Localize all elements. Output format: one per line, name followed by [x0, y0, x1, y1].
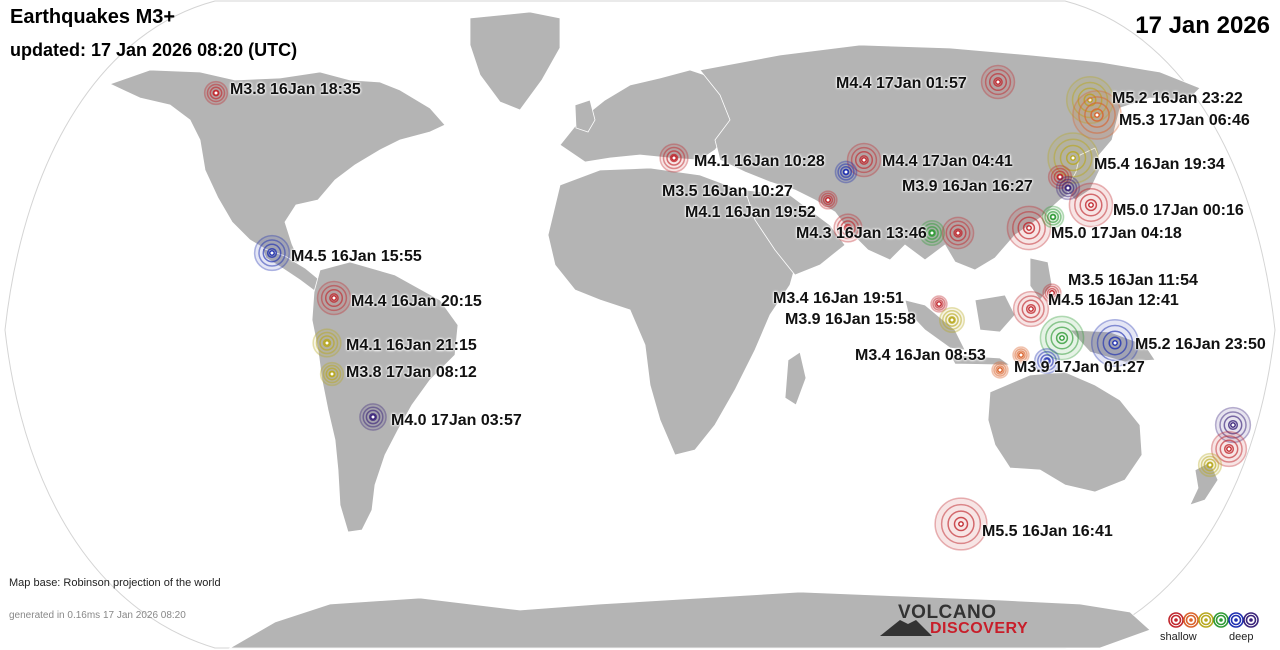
- quake-label: M5.0 17Jan 04:18: [1051, 225, 1182, 242]
- quake-marker[interactable]: [991, 361, 1009, 379]
- madagascar: [784, 351, 807, 406]
- quake-label: M4.1 16Jan 19:52: [685, 204, 816, 221]
- quake-label: M4.1 16Jan 10:28: [694, 153, 825, 170]
- quake-label: M5.0 17Jan 00:16: [1113, 202, 1244, 219]
- quake-marker[interactable]: [319, 361, 345, 387]
- quake-label: M3.5 16Jan 10:27: [662, 183, 793, 200]
- quake-label: M3.5 16Jan 11:54: [1068, 272, 1198, 289]
- quake-label: M4.1 16Jan 21:15: [346, 337, 477, 354]
- quake-label: M4.4 16Jan 20:15: [351, 293, 482, 310]
- quake-marker[interactable]: [846, 142, 882, 178]
- quake-marker[interactable]: [1047, 132, 1099, 184]
- quake-marker[interactable]: [1090, 318, 1140, 368]
- updated-timestamp: updated: 17 Jan 2026 08:20 (UTC): [10, 40, 298, 60]
- quake-marker[interactable]: [1012, 346, 1030, 364]
- quake-label: M4.3 16Jan 13:46: [796, 225, 927, 242]
- quake-marker[interactable]: [1006, 205, 1052, 251]
- quake-marker[interactable]: [818, 190, 838, 210]
- quake-marker[interactable]: [941, 216, 975, 250]
- page-title: Earthquakes M3+: [10, 6, 176, 28]
- quake-marker[interactable]: [1214, 406, 1252, 444]
- greenland: [469, 11, 561, 111]
- quake-marker[interactable]: [1072, 90, 1122, 140]
- legend-swatch: [1168, 612, 1184, 628]
- quake-label: M3.9 17Jan 01:27: [1014, 359, 1145, 376]
- quake-label: M4.0 17Jan 03:57: [391, 412, 522, 429]
- quake-marker[interactable]: [918, 219, 946, 247]
- quake-marker[interactable]: [659, 143, 689, 173]
- volcano-icon: [880, 620, 932, 636]
- quake-marker[interactable]: [834, 160, 858, 184]
- quake-marker[interactable]: [1042, 283, 1062, 303]
- quake-marker[interactable]: [253, 234, 291, 272]
- logo-text-volcano: VOLCANO: [898, 602, 997, 623]
- quake-marker[interactable]: [359, 403, 387, 431]
- quake-label: M3.8 17Jan 08:12: [346, 364, 477, 381]
- map-base-note: Map base: Robinson projection of the wor…: [9, 577, 221, 589]
- south-america: [311, 261, 459, 533]
- quake-marker[interactable]: [980, 64, 1016, 100]
- legend-swatch: [1183, 612, 1199, 628]
- britain: [574, 99, 596, 133]
- generated-note: generated in 0.16ms 17 Jan 2026 08:20: [9, 610, 186, 621]
- logo-text-discovery: DISCOVERY: [930, 620, 1029, 637]
- depth-legend: shallow deep: [1160, 609, 1270, 649]
- borneo: [974, 294, 1016, 333]
- quake-marker[interactable]: [1039, 315, 1085, 361]
- quake-label: M4.4 17Jan 01:57: [836, 75, 967, 92]
- quake-markers: [203, 64, 1252, 551]
- quake-label: M3.8 16Jan 18:35: [230, 81, 361, 98]
- north-america: [108, 69, 446, 265]
- quake-label: M3.9 16Jan 15:58: [785, 311, 916, 328]
- legend-swatch: [1228, 612, 1244, 628]
- quake-label: M3.9 16Jan 16:27: [902, 178, 1033, 195]
- land: [108, 11, 1219, 649]
- quake-marker[interactable]: [934, 497, 988, 551]
- quake-label: M3.4 16Jan 08:53: [855, 347, 986, 364]
- legend-shallow-label: shallow: [1160, 631, 1197, 643]
- quake-marker[interactable]: [316, 280, 352, 316]
- quake-label: M5.5 16Jan 16:41: [982, 523, 1113, 540]
- depth-legend-swatches: [1168, 612, 1259, 628]
- quake-label: M3.4 16Jan 19:51: [773, 290, 904, 307]
- quake-marker[interactable]: [930, 295, 948, 313]
- quake-label: M4.5 16Jan 15:55: [291, 248, 422, 265]
- quake-marker[interactable]: [833, 213, 863, 243]
- quake-marker[interactable]: [1041, 205, 1065, 229]
- quake-marker[interactable]: [1012, 290, 1050, 328]
- quake-marker[interactable]: [1068, 182, 1114, 228]
- quake-label: M5.2 16Jan 23:50: [1135, 336, 1266, 353]
- quake-marker[interactable]: [1197, 452, 1223, 478]
- quake-label: M5.4 16Jan 19:34: [1094, 156, 1225, 173]
- java: [949, 354, 1012, 366]
- australia: [987, 371, 1143, 493]
- legend-deep-label: deep: [1229, 631, 1254, 643]
- sumatra: [904, 299, 966, 351]
- quake-marker[interactable]: [1033, 347, 1061, 375]
- asia: [699, 44, 1201, 271]
- quake-marker[interactable]: [1210, 430, 1248, 468]
- quake-label: M4.5 16Jan 12:41: [1048, 292, 1179, 309]
- legend-swatch: [1243, 612, 1259, 628]
- quake-label: M5.2 16Jan 23:22: [1112, 90, 1243, 107]
- quake-label: M5.3 17Jan 06:46: [1119, 112, 1250, 129]
- volcano-discovery-logo[interactable]: VOLCANO DISCOVERY: [880, 602, 1040, 642]
- quake-marker[interactable]: [203, 80, 229, 106]
- arabia: [744, 189, 846, 276]
- africa: [547, 167, 801, 456]
- current-date: 17 Jan 2026: [1135, 12, 1270, 39]
- quake-marker[interactable]: [938, 306, 966, 334]
- quake-marker[interactable]: [312, 328, 342, 358]
- quake-label: M4.4 17Jan 04:41: [882, 153, 1013, 170]
- quake-marker[interactable]: [1055, 175, 1081, 201]
- legend-swatch: [1213, 612, 1229, 628]
- legend-swatch: [1198, 612, 1214, 628]
